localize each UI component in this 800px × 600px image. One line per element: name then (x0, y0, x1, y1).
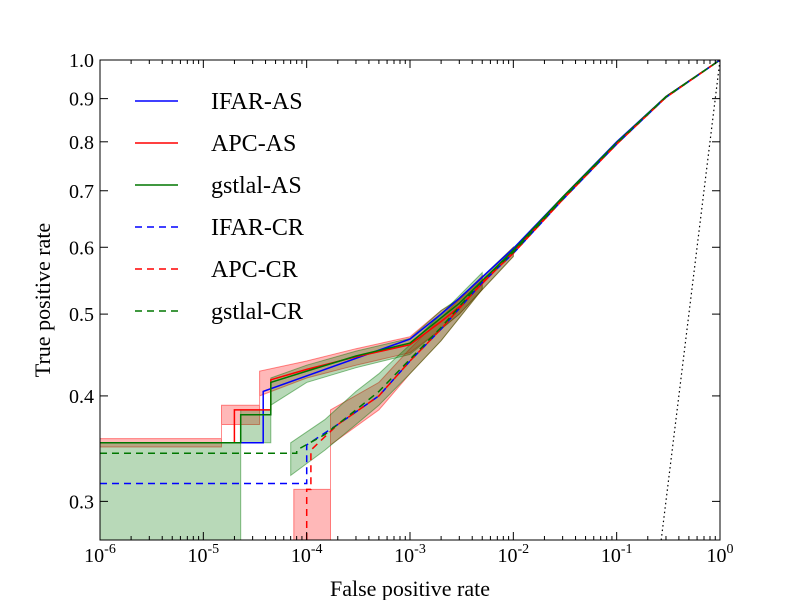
legend-label-gstlal-cr: gstlal-CR (211, 299, 303, 325)
band-apc-as (100, 246, 514, 448)
y-tick-label: 0.5 (69, 304, 94, 326)
legend-label-ifar-as: IFAR-AS (211, 89, 303, 115)
y-tick-label: 0.7 (69, 181, 94, 203)
y-tick-label: 0.3 (69, 491, 94, 513)
legend-label-apc-cr: APC-CR (211, 257, 298, 283)
x-tick-label: 10-2 (497, 542, 529, 567)
y-tick-label: 0.9 (69, 89, 94, 111)
x-tick-label: 100 (707, 542, 734, 567)
y-tick-label: 1.0 (69, 50, 94, 72)
x-tick-label: 10-6 (84, 542, 116, 567)
legend-label-gstlal-as: gstlal-AS (211, 173, 302, 199)
x-tick-label: 10-5 (187, 542, 219, 567)
legend-label-apc-as: APC-AS (211, 131, 296, 157)
y-axis-label: True positive rate (30, 223, 55, 377)
legend-label-ifar-cr: IFAR-CR (211, 215, 304, 241)
y-tick-label: 0.8 (69, 132, 94, 154)
band-apc-cr (293, 274, 483, 540)
x-tick-label: 10-4 (291, 542, 323, 567)
series-line-apc-cr (305, 60, 720, 540)
x-tick-label: 10-3 (394, 542, 426, 567)
series-line-gstlal-as (100, 60, 720, 444)
x-tick-label: 10-1 (601, 542, 633, 567)
y-tick-label: 0.4 (69, 386, 94, 408)
series-line-gstlal-cr (100, 60, 720, 455)
series-line-ifar-cr (100, 60, 720, 485)
x-axis-label: False positive rate (330, 576, 490, 600)
y-tick-label: 0.6 (69, 237, 94, 259)
plot-background (100, 60, 720, 540)
